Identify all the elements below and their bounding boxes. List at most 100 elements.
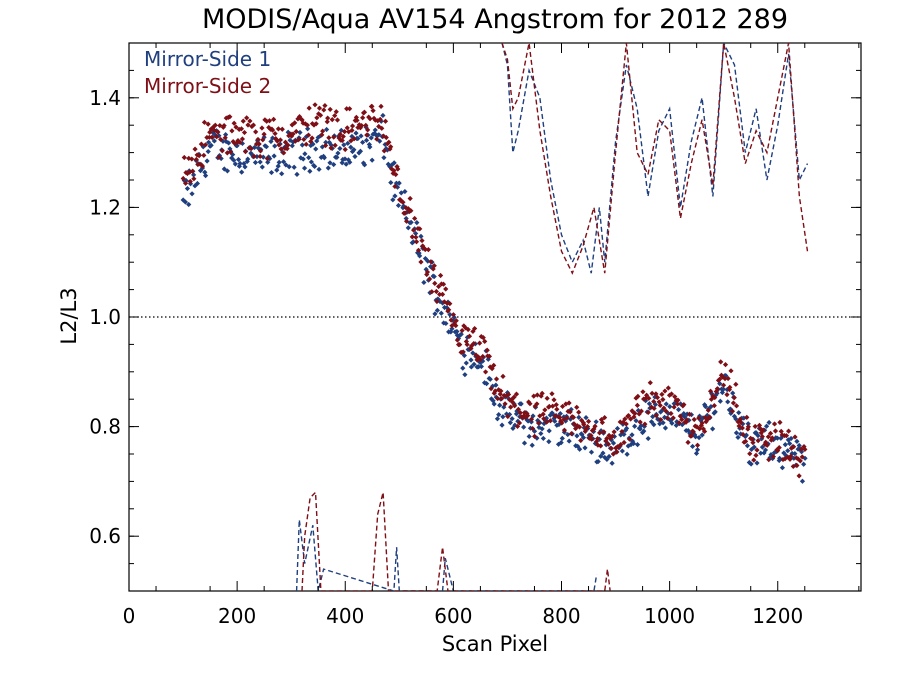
y-tick-label: 0.6: [89, 524, 121, 548]
scatter-point-series-2: [244, 115, 250, 121]
scatter-point-series-2: [334, 117, 341, 123]
scatter-point-series-2: [759, 434, 765, 440]
scatter-point-series-1: [254, 154, 260, 160]
scatter-point-series-1: [443, 320, 449, 327]
scatter-point-series-1: [312, 163, 318, 170]
scatter-point-series-2: [510, 399, 516, 405]
scatter-point-series-2: [377, 116, 383, 122]
scatter-point-series-2: [637, 419, 643, 425]
scatter-point-series-2: [202, 142, 209, 148]
scatter-point-series-2: [288, 133, 295, 139]
scatter-point-series-2: [714, 386, 720, 392]
scatter-point-series-1: [334, 154, 340, 160]
scatter-point-series-1: [593, 419, 599, 425]
scatter-point-series-2: [783, 433, 790, 439]
scatter-point-series-2: [332, 142, 338, 148]
scatter-point-series-2: [599, 419, 605, 426]
scatter-point-series-2: [376, 123, 382, 130]
scatter-point-series-1: [468, 357, 474, 363]
scatter-point-series-2: [227, 114, 233, 120]
scatter-point-series-1: [324, 126, 330, 133]
scatter-point-series-2: [322, 102, 328, 109]
scatter-point-series-1: [754, 460, 760, 466]
scatter-point-series-1: [663, 401, 669, 407]
scatter-point-series-1: [460, 365, 466, 371]
scatter-point-series-2: [295, 116, 301, 122]
scatter-point-series-2: [301, 136, 307, 143]
scatter-point-series-1: [425, 258, 431, 264]
scatter-point-series-2: [711, 402, 717, 409]
scatter-point-series-1: [583, 415, 589, 421]
scatter-point-series-2: [708, 396, 715, 402]
scatter-point-series-2: [796, 473, 802, 479]
scatter-point-series-1: [554, 422, 560, 428]
scatter-point-series-1: [576, 414, 582, 421]
scatter-point-series-1: [232, 161, 238, 167]
scatter-point-series-2: [570, 414, 577, 420]
scatter-point-series-2: [561, 427, 568, 433]
scatter-point-series-2: [340, 133, 346, 140]
scatter-point-series-2: [299, 117, 305, 123]
scatter-point-series-2: [588, 432, 594, 439]
scatter-point-series-2: [341, 129, 348, 135]
scatter-point-series-1: [376, 132, 382, 138]
scatter-point-series-1: [259, 164, 265, 170]
scatter-point-series-2: [367, 116, 373, 122]
scatter-point-series-1: [470, 350, 476, 356]
scatter-point-series-2: [325, 115, 331, 121]
x-tick-label: 0: [123, 604, 136, 628]
scatter-point-series-2: [279, 126, 285, 132]
scatter-point-series-2: [371, 115, 377, 121]
scatter-point-series-1: [283, 162, 289, 168]
scatter-point-series-1: [184, 185, 191, 192]
scatter-point-series-2: [633, 395, 639, 401]
scatter-point-series-1: [274, 167, 280, 173]
scatter-point-series-2: [366, 114, 372, 120]
scatter-point-series-1: [558, 440, 564, 446]
scatter-point-series-1: [556, 421, 562, 428]
scatter-point-series-1: [272, 143, 278, 149]
scatter-point-series-1: [651, 421, 657, 428]
scatter-point-series-1: [788, 435, 794, 442]
scatter-point-series-2: [277, 137, 283, 143]
scatter-point-series-1: [351, 147, 357, 153]
scatter-point-series-1: [432, 311, 438, 317]
scatter-point-series-2: [410, 227, 417, 233]
scatter-point-series-1: [748, 461, 754, 467]
scatter-point-series-1: [600, 450, 606, 456]
scatter-point-series-2: [776, 445, 782, 451]
scatter-point-series-1: [380, 112, 386, 119]
scatter-point-series-1: [638, 423, 644, 429]
scatter-point-series-1: [360, 160, 367, 166]
scatter-point-series-2: [370, 108, 376, 114]
scatter-point-series-2: [198, 141, 204, 147]
scatter-point-series-2: [314, 115, 320, 121]
scatter-point-series-2: [611, 429, 617, 435]
scatter-point-series-2: [433, 288, 439, 295]
scatter-point-series-2: [718, 359, 724, 365]
scatter-point-series-2: [598, 417, 605, 423]
scatter-point-series-2: [521, 410, 528, 416]
scatter-point-series-1: [753, 430, 759, 436]
scatter-point-series-2: [729, 408, 736, 414]
scatter-point-series-2: [610, 451, 616, 457]
scatter-point-series-2: [259, 125, 265, 131]
scatter-point-series-1: [211, 138, 217, 144]
scatter-point-series-1: [447, 312, 453, 318]
scatter-point-series-2: [308, 138, 314, 145]
scatter-point-series-1: [679, 422, 685, 428]
scatter-point-series-1: [751, 444, 757, 450]
scatter-point-series-1: [257, 159, 263, 165]
scatter-point-series-2: [407, 195, 413, 202]
scatter-point-series-1: [540, 435, 546, 442]
scatter-point-series-2: [305, 132, 312, 138]
scatter-point-series-2: [260, 137, 266, 143]
scatter-point-series-2: [662, 388, 668, 394]
scatter-point-series-2: [534, 392, 540, 398]
scatter-point-series-2: [424, 269, 431, 275]
scatter-point-series-2: [583, 426, 589, 432]
scatter-point-series-2: [696, 426, 703, 432]
scatter-point-series-1: [275, 163, 281, 169]
scatter-point-series-2: [227, 149, 234, 155]
scatter-point-series-1: [673, 422, 679, 428]
